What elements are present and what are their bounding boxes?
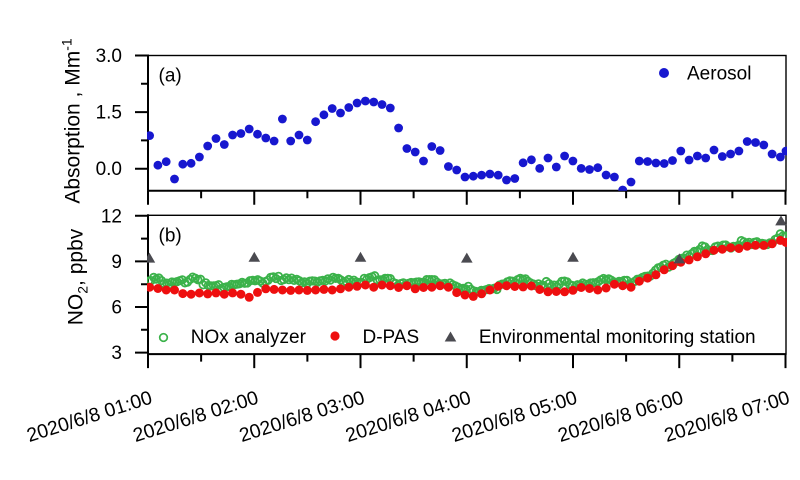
- svg-text:3.0: 3.0: [96, 46, 122, 67]
- svg-text:(a): (a): [159, 66, 182, 87]
- svg-text:12: 12: [101, 206, 122, 227]
- svg-text:D-PAS: D-PAS: [363, 327, 420, 348]
- svg-text:Aerosol: Aerosol: [687, 64, 751, 85]
- svg-text:0.0: 0.0: [96, 159, 122, 180]
- svg-text:3: 3: [111, 343, 122, 364]
- svg-text:1.5: 1.5: [96, 103, 122, 124]
- svg-text:NOx analyzer: NOx analyzer: [191, 327, 307, 348]
- svg-text:9: 9: [111, 252, 122, 273]
- svg-text:Environmental monitoring stati: Environmental monitoring station: [479, 327, 756, 348]
- svg-text:6: 6: [111, 298, 122, 319]
- svg-text:NO2, ppbv: NO2, ppbv: [65, 228, 91, 325]
- svg-text:(b): (b): [159, 226, 182, 247]
- svg-text:Absorption , Mm-1: Absorption , Mm-1: [59, 38, 85, 204]
